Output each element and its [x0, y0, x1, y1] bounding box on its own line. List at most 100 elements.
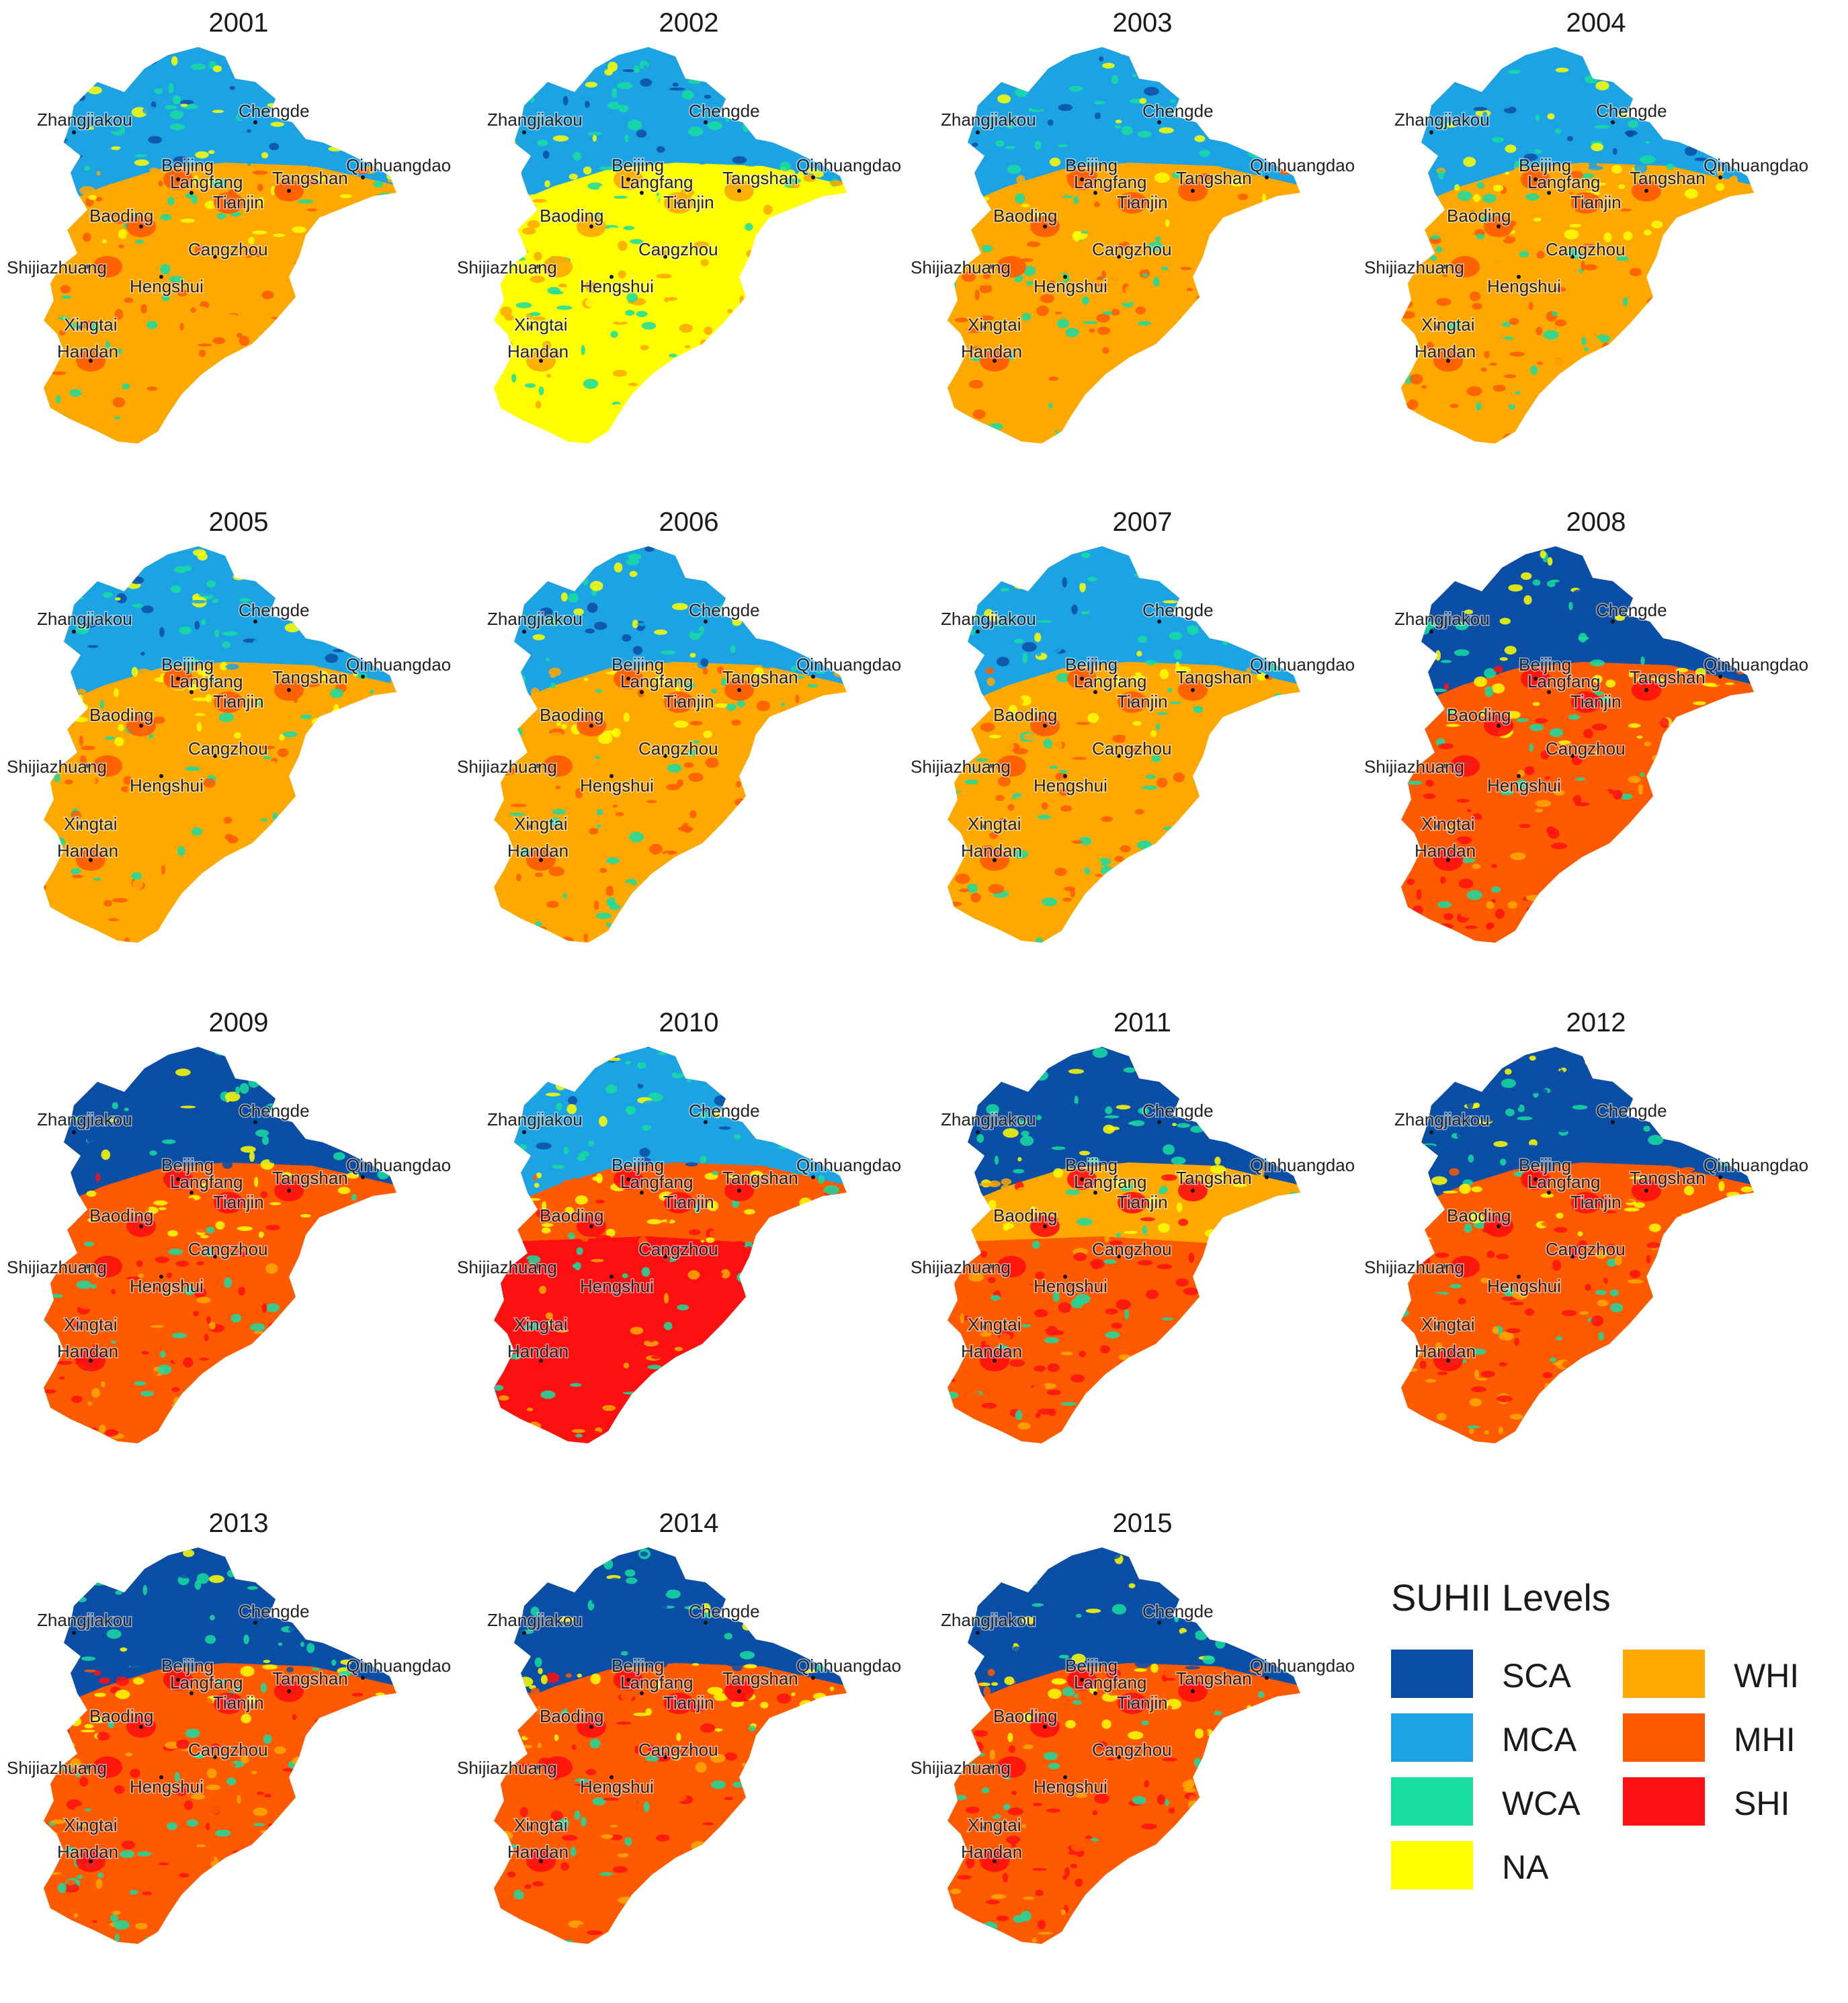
- city-label-beijing: Beijing: [612, 1656, 664, 1676]
- city-marker: [190, 1691, 194, 1695]
- city-marker: [1497, 1224, 1501, 1228]
- city-label-cangzhou: Cangzhou: [1092, 738, 1172, 759]
- city-marker: [536, 1765, 540, 1769]
- city-marker: [663, 754, 667, 758]
- city-marker: [704, 120, 708, 124]
- city-label-xingtai: Xingtai: [968, 314, 1021, 335]
- city-label-baoding: Baoding: [993, 1706, 1057, 1726]
- city-label-cangzhou: Cangzhou: [1092, 239, 1172, 259]
- city-marker: [1157, 1621, 1161, 1625]
- city-label-zhangjiakou: Zhangjiakou: [1394, 609, 1490, 629]
- city-marker: [626, 677, 630, 681]
- city-label-beijing: Beijing: [161, 654, 214, 675]
- city-marker: [989, 265, 993, 269]
- city-label-shijiazhuang: Shijiazhuang: [911, 257, 1011, 278]
- map-panel-2006: 2006 Zhangjiakou Chengde Beijing Langfang Tan…: [456, 507, 904, 978]
- city-label-shijiazhuang: Shijiazhuang: [457, 257, 557, 278]
- city-marker: [139, 1224, 143, 1228]
- city-label-beijing: Beijing: [1065, 1155, 1118, 1175]
- city-label-xingtai: Xingtai: [968, 1314, 1021, 1334]
- city-marker: [1611, 1120, 1615, 1124]
- city-label-hengshui: Hengshui: [130, 1276, 204, 1296]
- city-marker: [1497, 724, 1501, 728]
- legend-item-mca: MCA: [1391, 1713, 1606, 1767]
- suhii-legend: SUHII Levels SCA MCA WCA NA WHI MHI SHI: [1391, 1576, 1835, 1925]
- city-marker: [85, 265, 89, 269]
- panel-year-title: 2009: [208, 1008, 269, 1037]
- city-label-handan: Handan: [57, 1341, 118, 1361]
- city-label-beijing: Beijing: [612, 654, 664, 675]
- legend-swatch: [1391, 1713, 1473, 1762]
- city-marker: [72, 1130, 76, 1134]
- city-marker: [1043, 224, 1047, 228]
- city-marker: [287, 1689, 291, 1693]
- city-marker: [1043, 1224, 1047, 1228]
- city-marker: [213, 1254, 217, 1259]
- city-label-xingtai: Xingtai: [968, 814, 1021, 834]
- legend-label: WHI: [1734, 1657, 1800, 1695]
- city-label-chengde: Chengde: [1142, 600, 1214, 620]
- map-panel-2001: 2001 Zhangjiakou Chengde Beijing Langfang Tan…: [6, 8, 454, 478]
- map-panel-2013: 2013 Zhangjiakou Chengde Beijing Langfang Tan…: [6, 1508, 454, 1979]
- legend-item-sca: SCA: [1391, 1650, 1606, 1703]
- city-marker: [663, 1254, 667, 1259]
- city-marker: [253, 120, 257, 124]
- city-marker: [610, 1275, 614, 1279]
- city-marker: [1446, 359, 1450, 363]
- city-marker: [663, 1755, 667, 1759]
- city-label-zhangjiakou: Zhangjiakou: [1394, 110, 1490, 130]
- city-label-qinhuangdao: Qinhuangdao: [346, 1155, 451, 1175]
- city-marker: [1063, 774, 1067, 778]
- city-marker: [1080, 1678, 1084, 1682]
- city-label-qinhuangdao: Qinhuangdao: [346, 654, 451, 675]
- city-label-tangshan: Tangshan: [1176, 1168, 1252, 1188]
- city-label-xingtai: Xingtai: [968, 1815, 1021, 1835]
- city-label-beijing: Beijing: [612, 155, 664, 175]
- city-marker: [539, 1859, 543, 1863]
- city-marker: [677, 201, 681, 205]
- city-marker: [1436, 1325, 1440, 1329]
- city-label-baoding: Baoding: [540, 1706, 603, 1726]
- city-marker: [1436, 824, 1440, 828]
- city-label-langfang: Langfang: [1074, 1172, 1146, 1192]
- city-label-tianjin: Tianjin: [213, 1192, 264, 1212]
- city-marker: [1611, 620, 1615, 624]
- city-label-zhangjiakou: Zhangjiakou: [37, 1109, 132, 1130]
- city-label-tianjin: Tianjin: [1117, 192, 1168, 212]
- city-label-hengshui: Hengshui: [130, 775, 204, 796]
- city-label-qinhuangdao: Qinhuangdao: [1250, 654, 1355, 675]
- city-marker: [1130, 1701, 1134, 1705]
- city-marker: [589, 1725, 593, 1729]
- city-marker: [640, 191, 644, 195]
- city-label-cangzhou: Cangzhou: [638, 1239, 718, 1259]
- city-marker: [226, 1701, 230, 1705]
- city-marker: [1157, 1120, 1161, 1124]
- city-marker: [993, 1859, 997, 1863]
- city-marker: [1265, 1676, 1269, 1680]
- city-marker: [811, 1676, 815, 1680]
- city-marker: [589, 224, 593, 228]
- city-marker: [1265, 1175, 1269, 1179]
- city-marker: [1570, 255, 1574, 259]
- city-label-qinhuangdao: Qinhuangdao: [796, 654, 901, 675]
- city-marker: [677, 1701, 681, 1705]
- city-label-chengde: Chengde: [689, 600, 760, 620]
- city-marker: [811, 675, 815, 679]
- city-marker: [190, 191, 194, 195]
- city-marker: [1517, 774, 1521, 778]
- city-label-xingtai: Xingtai: [1421, 314, 1475, 335]
- city-marker: [539, 359, 543, 363]
- city-marker: [213, 754, 217, 758]
- city-marker: [89, 1859, 93, 1863]
- city-marker: [190, 690, 194, 694]
- city-marker: [993, 359, 997, 363]
- city-label-beijing: Beijing: [1065, 155, 1118, 175]
- city-label-qinhuangdao: Qinhuangdao: [1704, 1155, 1808, 1175]
- city-label-zhangjiakou: Zhangjiakou: [487, 110, 583, 130]
- city-label-baoding: Baoding: [993, 1205, 1057, 1226]
